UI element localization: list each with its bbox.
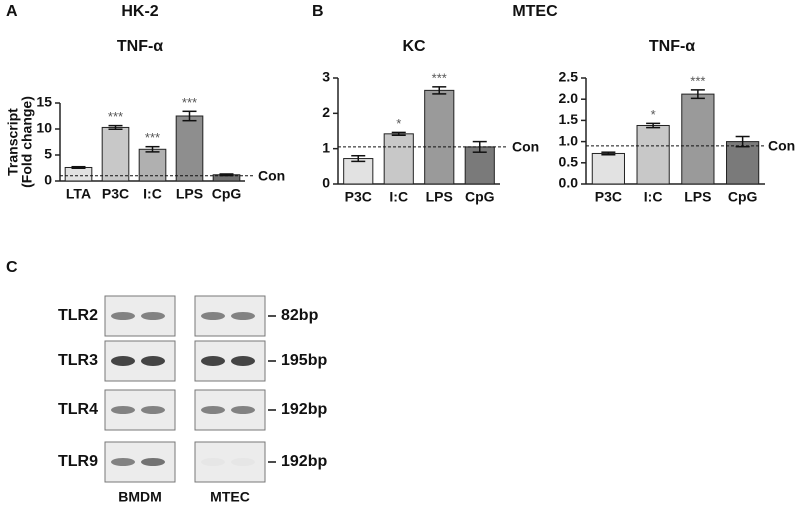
error-bar [432,86,447,95]
gel-band [111,406,135,414]
bar [175,115,204,182]
y-tick-label: 0 [322,175,330,191]
x-tick-label: CpG [212,186,242,202]
error-bar [391,131,406,136]
x-tick-label: P3C [595,189,622,205]
gel-band [201,406,225,414]
error-bar [690,89,705,100]
size-label: 82bp [281,307,319,324]
gel-band [141,406,165,414]
x-tick-label: P3C [345,189,372,205]
bar [343,158,374,185]
panel-letter: A [6,3,18,20]
y-tick-label: 1 [322,139,330,155]
gel-row-label: TLR2 [58,307,98,324]
y-tick-label: 3 [322,69,330,85]
size-label: 192bp [281,401,327,418]
gel-band [201,312,225,320]
panel-title: MTEC [512,3,558,20]
reference-label: Con [258,168,285,184]
x-tick-label: P3C [102,186,129,202]
gel-band [231,406,255,414]
gel-band [111,312,135,320]
error-bar [601,151,616,156]
bar [636,124,670,185]
x-tick-label: LTA [66,186,91,202]
bar [681,93,715,185]
y-tick-label: 2.5 [559,69,579,85]
chart-title: TNF-α [649,38,695,55]
gel-column-label: MTEC [210,489,250,505]
panel-title: HK-2 [121,3,158,20]
bar [591,152,625,185]
gel-band [201,356,225,366]
gel-band [111,356,135,366]
panel-letter: C [6,259,18,276]
significance: *** [108,109,123,124]
x-tick-label: LPS [426,189,453,205]
x-tick-label: I:C [644,189,663,205]
bar [424,89,455,185]
significance: *** [690,73,705,88]
gel-band [231,458,255,466]
significance: *** [182,95,197,110]
significance: *** [432,70,447,85]
panel-letter: B [312,3,324,20]
y-tick-label: 10 [36,120,52,136]
gel-row-label: TLR3 [58,352,98,369]
error-bar [182,110,197,122]
y-tick-label: 1.0 [559,132,579,148]
x-tick-label: I:C [389,189,408,205]
reference-label: Con [512,139,539,155]
x-tick-label: I:C [143,186,162,202]
bar [383,133,414,185]
gel-band [231,312,255,320]
x-tick-label: CpG [728,189,758,205]
y-axis-label: (Fold change) [19,96,35,188]
y-tick-label: 5 [44,146,52,162]
error-bar [351,154,366,163]
y-tick-label: 2.0 [559,90,579,106]
x-tick-label: LPS [684,189,711,205]
gel-band [141,458,165,466]
y-tick-label: 0 [44,172,52,188]
y-tick-label: 1.5 [559,111,579,127]
bar [101,126,130,182]
error-bar [71,165,86,170]
gel-band [201,458,225,466]
significance: * [396,116,401,131]
y-axis-label: Transcript [5,108,21,176]
size-label: 195bp [281,352,327,369]
y-tick-label: 15 [36,94,52,110]
gel-band [141,356,165,366]
y-tick-label: 0.0 [559,175,579,191]
significance: * [651,107,656,122]
y-tick-label: 2 [322,104,330,120]
error-bar [646,122,661,129]
reference-label: Con [768,138,795,154]
gel-band [231,356,255,366]
y-tick-label: 0.5 [559,154,579,170]
gel-band [141,312,165,320]
gel-band [111,458,135,466]
error-bar [108,124,123,131]
bar [726,141,760,185]
chart-title: KC [402,38,426,55]
gel-column-label: BMDM [118,489,162,505]
gel-row-label: TLR4 [58,401,98,418]
error-bar [735,135,750,148]
size-label: 192bp [281,453,327,470]
bar [64,166,93,182]
chart-title: TNF-α [117,38,163,55]
error-bar [145,145,160,153]
x-tick-label: CpG [465,189,495,205]
x-tick-label: LPS [176,186,203,202]
gel-row-label: TLR9 [58,453,98,470]
bar [464,146,495,185]
significance: *** [145,130,160,145]
